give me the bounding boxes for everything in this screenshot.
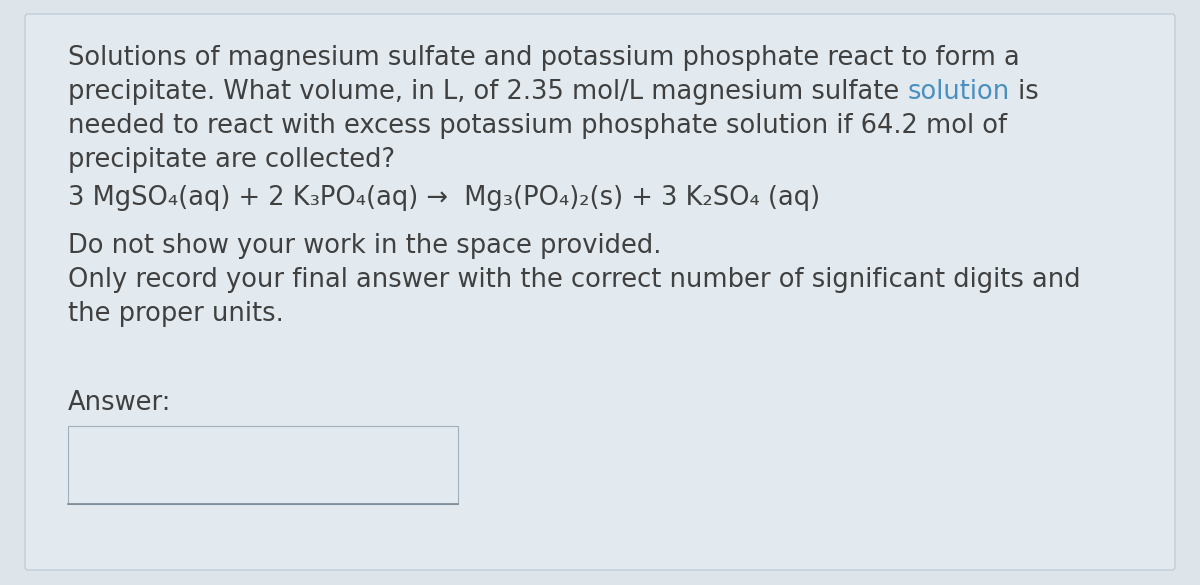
Bar <box>68 426 458 504</box>
Text: 3 MgSO₄(aq) + 2 K₃PO₄(aq) →  Mg₃(PO₄)₂(s) + 3 K₂SO₄ (aq): 3 MgSO₄(aq) + 2 K₃PO₄(aq) → Mg₃(PO₄)₂(s)… <box>68 185 820 211</box>
Text: precipitate are collected?: precipitate are collected? <box>68 147 395 173</box>
Text: Only record your final answer with the correct number of significant digits and: Only record your final answer with the c… <box>68 267 1081 293</box>
Text: Solutions of magnesium sulfate and potassium phosphate react to form a: Solutions of magnesium sulfate and potas… <box>68 45 1020 71</box>
Text: precipitate. What volume, in L, of 2.35 mol/L magnesium sulfate: precipitate. What volume, in L, of 2.35 … <box>68 79 907 105</box>
Text: Do not show your work in the space provided.: Do not show your work in the space provi… <box>68 233 661 259</box>
Text: Answer:: Answer: <box>68 390 172 416</box>
Text: needed to react with excess potassium phosphate solution if 64.2 mol of: needed to react with excess potassium ph… <box>68 113 1007 139</box>
Text: the proper units.: the proper units. <box>68 301 283 327</box>
Text: solution: solution <box>907 79 1009 105</box>
FancyBboxPatch shape <box>25 14 1175 570</box>
Text: is: is <box>1009 79 1038 105</box>
